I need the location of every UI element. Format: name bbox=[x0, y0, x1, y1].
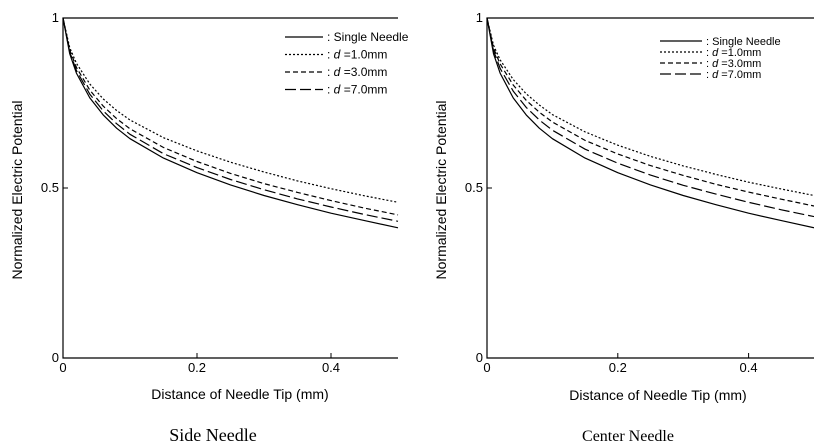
series-line-2 bbox=[62, 17, 399, 216]
x-axis-label: Distance of Needle Tip (mm) bbox=[151, 386, 328, 402]
legend-label: : d =1.0mm bbox=[706, 47, 761, 59]
y-tick-label: 0 bbox=[52, 350, 59, 365]
plot-frame bbox=[486, 17, 814, 359]
y-tick-label: 0.5 bbox=[41, 180, 59, 195]
legend-label: : d =3.0mm bbox=[706, 58, 761, 70]
y-tick-label: 0 bbox=[476, 350, 483, 365]
legend-label: : Single Needle bbox=[706, 36, 781, 48]
series-line-3 bbox=[486, 17, 814, 218]
series-line-1 bbox=[486, 17, 814, 197]
series-line-0 bbox=[62, 17, 399, 229]
series-line-0 bbox=[486, 17, 814, 229]
legend-label: : Single Needle bbox=[327, 30, 409, 44]
series-line-1 bbox=[62, 17, 399, 203]
y-tick-label: 1 bbox=[476, 10, 483, 25]
x-tick-label: 0.2 bbox=[188, 360, 206, 375]
legend-label: : d =7.0mm bbox=[706, 69, 761, 81]
legend: : Single Needle: d =1.0mm: d =3.0mm: d =… bbox=[660, 36, 781, 81]
center-needle-chart: Distance of Needle Tip (mm) Normalized E… bbox=[433, 10, 814, 443]
series-line-3 bbox=[62, 17, 399, 222]
legend-label: : d =1.0mm bbox=[327, 48, 387, 62]
chart-caption: Center Needle bbox=[582, 428, 674, 443]
y-tick-label: 1 bbox=[52, 10, 59, 25]
x-tick-label: 0 bbox=[59, 360, 66, 375]
side-needle-chart: Distance of Needle Tip (mm) Normalized E… bbox=[9, 10, 409, 443]
y-axis-label: Normalized Electric Potential bbox=[433, 101, 449, 280]
y-axis-label: Normalized Electric Potential bbox=[9, 101, 25, 280]
x-tick-label: 0.4 bbox=[740, 360, 758, 375]
legend-label: : d =3.0mm bbox=[327, 65, 387, 79]
y-tick-label: 0.5 bbox=[465, 180, 483, 195]
chart-caption: Side Needle bbox=[169, 425, 256, 443]
x-tick-label: 0.4 bbox=[322, 360, 340, 375]
series-line-2 bbox=[486, 17, 814, 207]
x-tick-label: 0 bbox=[483, 360, 490, 375]
x-axis-label: Distance of Needle Tip (mm) bbox=[569, 387, 746, 403]
legend: : Single Needle : d =1.0mm : d =3.0mm : d =… bbox=[285, 30, 409, 97]
x-tick-label: 0.2 bbox=[609, 360, 627, 375]
legend-label: : d =7.0mm bbox=[327, 83, 387, 97]
